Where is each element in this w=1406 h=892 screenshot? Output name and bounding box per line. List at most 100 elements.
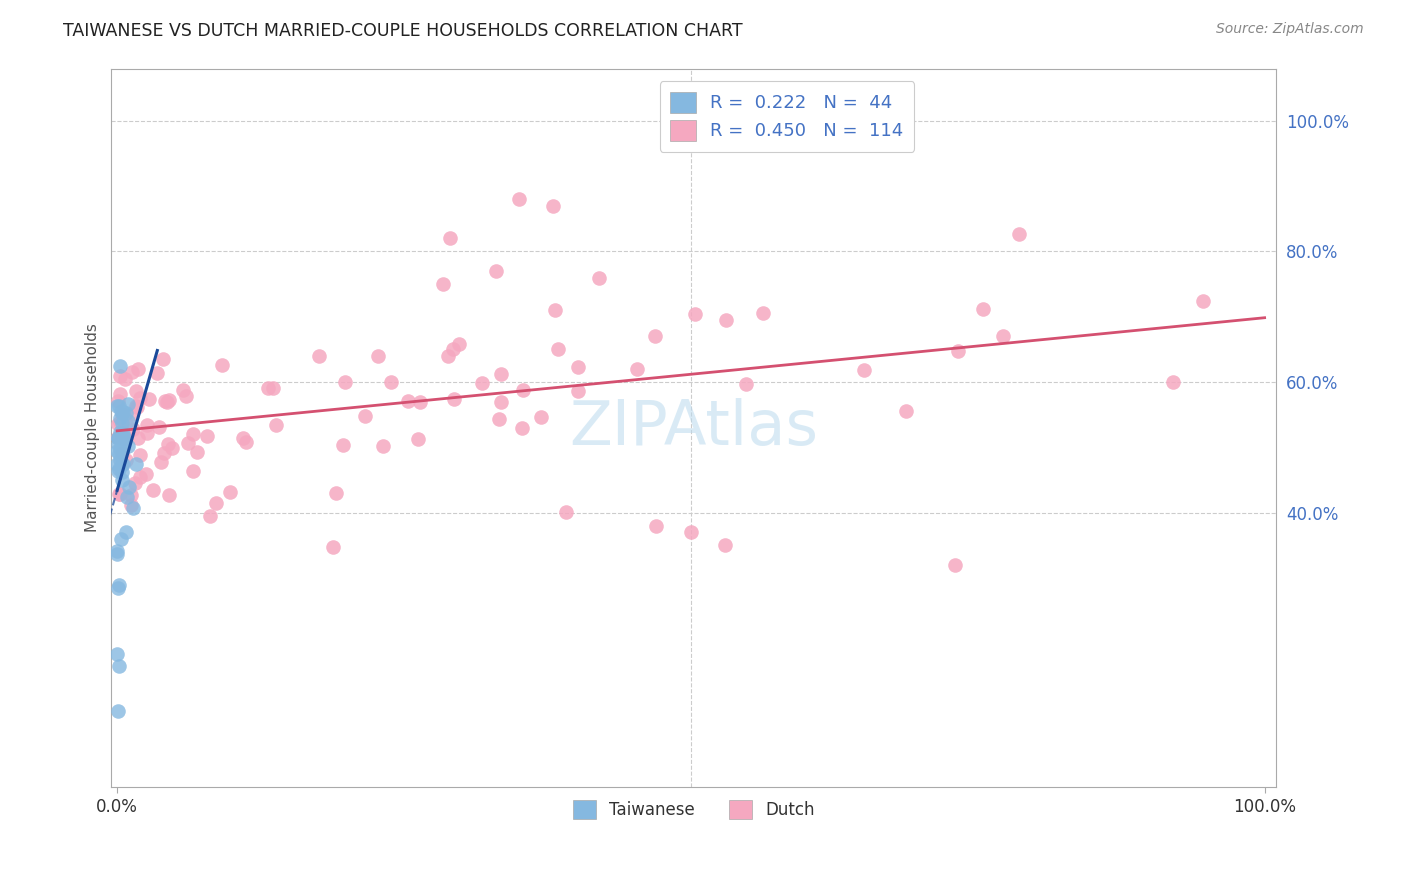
Point xyxy=(108,411,131,425)
Point xyxy=(195,429,218,443)
Point xyxy=(112,427,135,442)
Point xyxy=(436,350,458,364)
Point xyxy=(111,457,134,471)
Point xyxy=(198,509,221,524)
Point xyxy=(105,444,128,458)
Point xyxy=(396,393,419,408)
Point xyxy=(107,417,129,431)
Point xyxy=(406,432,429,446)
Point xyxy=(1191,293,1213,308)
Point xyxy=(111,406,134,420)
Point xyxy=(489,395,512,409)
Point xyxy=(489,367,512,381)
Point xyxy=(121,407,143,421)
Point xyxy=(108,658,131,673)
Point xyxy=(105,647,128,661)
Point xyxy=(145,366,167,380)
Point xyxy=(471,376,494,390)
Point xyxy=(108,447,131,461)
Point xyxy=(683,307,706,321)
Point xyxy=(174,389,197,403)
Point xyxy=(108,425,131,439)
Point xyxy=(110,442,132,456)
Point xyxy=(160,441,183,455)
Point xyxy=(157,488,180,502)
Point xyxy=(156,394,179,409)
Point xyxy=(554,505,576,519)
Text: ZIPAtlas: ZIPAtlas xyxy=(569,398,818,458)
Point xyxy=(117,415,139,429)
Point xyxy=(853,363,876,377)
Point xyxy=(112,409,135,423)
Point xyxy=(125,457,148,471)
Point xyxy=(354,409,377,423)
Point xyxy=(111,457,134,471)
Point xyxy=(991,328,1014,343)
Point xyxy=(111,465,134,479)
Point xyxy=(108,415,131,429)
Point xyxy=(644,328,666,343)
Point xyxy=(111,425,134,440)
Point xyxy=(679,525,702,540)
Point xyxy=(129,448,152,462)
Point xyxy=(120,499,142,513)
Point xyxy=(117,439,139,453)
Point xyxy=(112,432,135,446)
Point xyxy=(107,437,129,451)
Point xyxy=(156,437,179,451)
Point xyxy=(439,231,461,245)
Point xyxy=(541,199,564,213)
Point xyxy=(115,525,138,540)
Point xyxy=(508,192,530,206)
Point xyxy=(135,467,157,482)
Point xyxy=(232,431,254,445)
Text: TAIWANESE VS DUTCH MARRIED-COUPLE HOUSEHOLDS CORRELATION CHART: TAIWANESE VS DUTCH MARRIED-COUPLE HOUSEH… xyxy=(63,22,742,40)
Point xyxy=(107,464,129,478)
Point xyxy=(1008,227,1031,242)
Point xyxy=(108,487,131,501)
Point xyxy=(441,342,464,356)
Point xyxy=(948,343,970,358)
Point xyxy=(529,410,551,425)
Point xyxy=(155,393,177,408)
Y-axis label: Married-couple Households: Married-couple Households xyxy=(86,324,100,533)
Point xyxy=(205,495,228,509)
Point xyxy=(111,426,134,441)
Point xyxy=(107,429,129,443)
Point xyxy=(108,359,131,373)
Point xyxy=(714,538,737,552)
Point xyxy=(117,480,139,494)
Point xyxy=(107,431,129,445)
Point xyxy=(129,391,152,405)
Point xyxy=(108,486,131,500)
Point xyxy=(266,418,288,433)
Point xyxy=(112,431,135,445)
Point xyxy=(114,453,136,467)
Point xyxy=(752,306,775,320)
Point xyxy=(186,445,208,459)
Point xyxy=(257,381,280,395)
Point xyxy=(121,501,143,516)
Point xyxy=(157,393,180,408)
Point xyxy=(110,532,132,546)
Point xyxy=(107,462,129,476)
Legend: Taiwanese, Dutch: Taiwanese, Dutch xyxy=(567,793,821,826)
Point xyxy=(110,404,132,418)
Point xyxy=(107,393,129,408)
Point xyxy=(110,446,132,460)
Point xyxy=(371,438,394,452)
Point xyxy=(128,431,150,445)
Point xyxy=(332,437,354,451)
Point xyxy=(485,264,508,278)
Point xyxy=(142,483,165,498)
Point xyxy=(235,435,257,450)
Point xyxy=(325,486,347,500)
Point xyxy=(107,431,129,445)
Point xyxy=(111,407,134,421)
Point xyxy=(115,417,138,431)
Point xyxy=(512,383,534,397)
Point xyxy=(107,399,129,413)
Point xyxy=(117,490,139,504)
Point xyxy=(125,384,148,398)
Point xyxy=(114,372,136,386)
